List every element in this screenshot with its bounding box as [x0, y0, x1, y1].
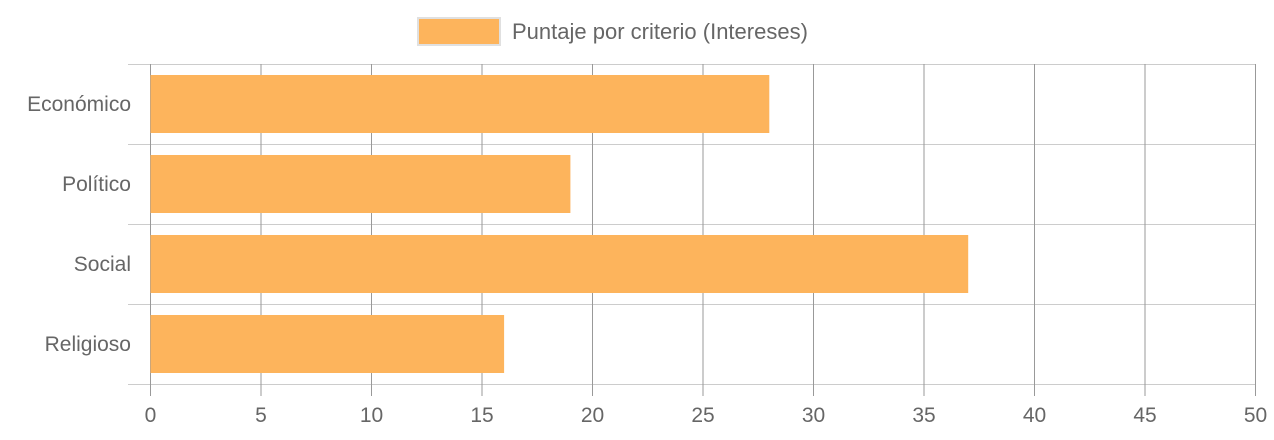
- x-axis-ticks: 0 5 10 15 20 25 30 35 40 45 50: [145, 404, 1268, 427]
- y-axis-labels: Económico Político Social Religioso: [27, 93, 131, 356]
- x-tick-label: 40: [1023, 404, 1046, 427]
- bar[interactable]: [151, 155, 571, 213]
- bar[interactable]: [151, 235, 969, 293]
- x-tick-label: 20: [581, 404, 604, 427]
- bar[interactable]: [151, 75, 770, 133]
- x-tick-label: 15: [470, 404, 493, 427]
- x-tick-label: 10: [360, 404, 383, 427]
- y-tick-label: Social: [74, 253, 131, 276]
- legend-swatch: [418, 18, 500, 45]
- y-tick-label: Religioso: [45, 333, 131, 356]
- y-tick-label: Económico: [27, 93, 131, 116]
- x-tick-label: 0: [145, 404, 157, 427]
- legend-label: Puntaje por criterio (Intereses): [512, 19, 808, 44]
- x-tick-label: 45: [1133, 404, 1156, 427]
- x-tick-label: 50: [1244, 404, 1267, 427]
- x-tick-label: 35: [912, 404, 935, 427]
- legend[interactable]: Puntaje por criterio (Intereses): [418, 18, 808, 45]
- bar[interactable]: [151, 315, 505, 373]
- x-tick-label: 5: [255, 404, 267, 427]
- x-tick-label: 30: [802, 404, 825, 427]
- x-tick-label: 25: [691, 404, 714, 427]
- y-tick-label: Político: [62, 173, 131, 196]
